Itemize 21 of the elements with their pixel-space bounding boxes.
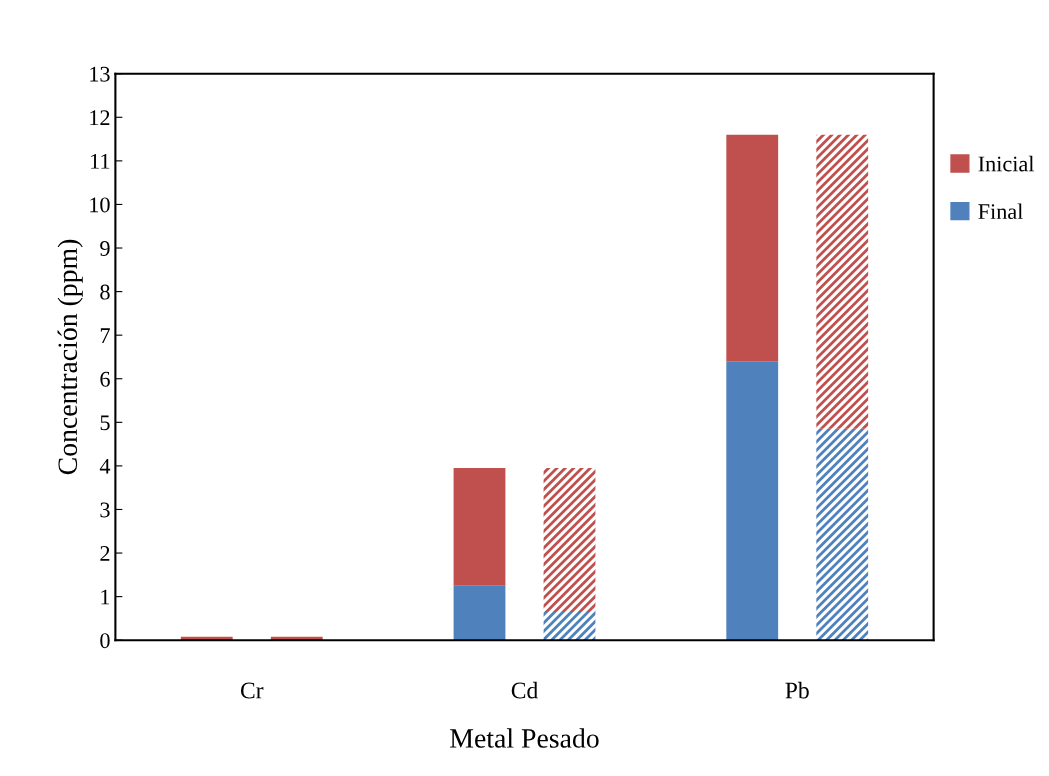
y-tick-label: 12	[90, 110, 110, 126]
y-tick-label: 8	[100, 284, 110, 300]
y-tick-label: 13	[90, 66, 110, 82]
y-tick-label: 11	[91, 153, 110, 169]
y-tick-label: 0	[100, 633, 110, 649]
y-tick-label: 3	[100, 502, 110, 518]
text: Cd	[511, 681, 538, 699]
x-axis-title: Metal Pesado	[450, 728, 599, 748]
y-tick-label: 5	[100, 415, 110, 431]
legend-label: Final	[978, 203, 1023, 220]
legend-label: Inicial	[978, 155, 1035, 172]
y-tick-label: 4	[99, 458, 111, 474]
y-tick-label: 2	[100, 546, 110, 561]
y-tick-label: 6	[100, 371, 110, 387]
y-tick-label: 9	[100, 241, 110, 256]
y-tick-label: 7	[100, 328, 110, 343]
y-axis-title: Concentración (ppm)	[57, 239, 83, 475]
text: Cr	[240, 682, 264, 699]
text: Pb	[785, 681, 809, 699]
y-tick-label: 10	[90, 197, 110, 213]
y-tick-label: 1	[101, 589, 110, 605]
